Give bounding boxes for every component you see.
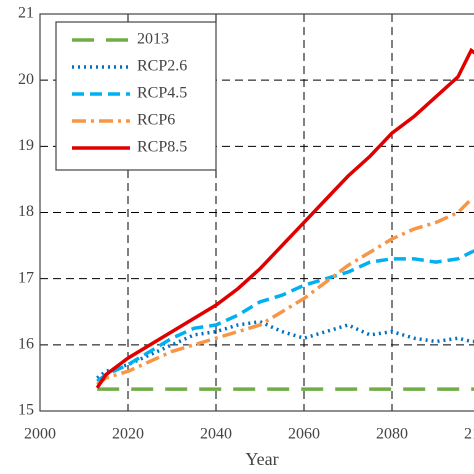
x-tick-label: 2000: [24, 426, 56, 443]
x-tick-label: 2080: [376, 426, 408, 443]
legend-label: RCP2.6: [137, 58, 187, 75]
y-tick-label: 21: [18, 5, 34, 22]
y-tick-label: 17: [18, 269, 34, 286]
legend-label: RCP8.5: [137, 139, 187, 156]
y-tick-label: 20: [18, 71, 34, 88]
legend: 2013 RCP2.6 RCP4.5 RCP6 RCP8.5: [55, 21, 217, 171]
series-line: [96, 249, 474, 383]
plot-frame: [39, 13, 474, 412]
legend-label: 2013: [137, 31, 169, 48]
series-line: [95, 47, 474, 389]
legend-label: RCP6: [137, 112, 175, 129]
y-tick-label: 18: [18, 203, 34, 220]
x-tick-label: 2100: [464, 426, 474, 443]
y-tick-label: 16: [18, 336, 34, 353]
y-tick-label: 19: [18, 137, 34, 154]
x-axis-label: Year: [245, 449, 278, 469]
series-line: [96, 319, 474, 380]
legend-box: [55, 21, 217, 171]
x-tick-label: 2040: [200, 426, 232, 443]
legend-label: RCP4.5: [137, 85, 187, 102]
y-tick-label: 15: [18, 402, 34, 419]
series-line: [96, 198, 473, 386]
x-tick-label: 2060: [288, 426, 320, 443]
x-tick-label: 2020: [112, 426, 144, 443]
